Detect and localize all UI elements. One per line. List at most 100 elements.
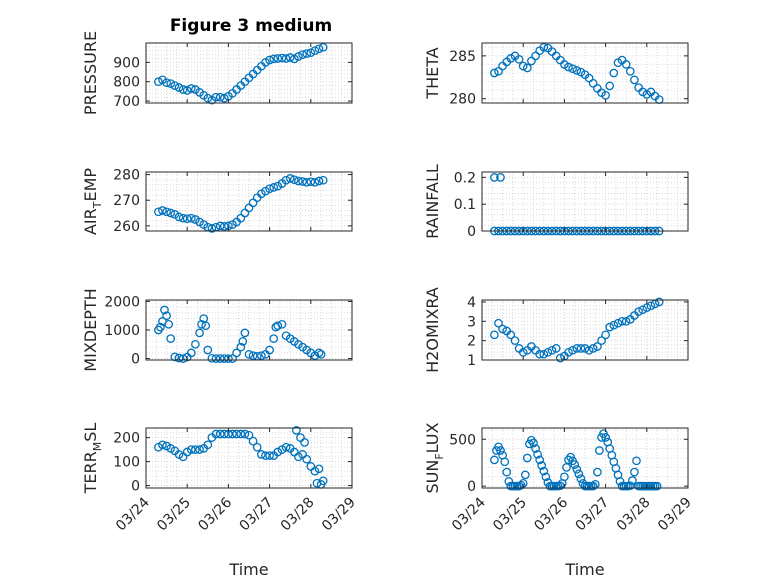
data-point [236, 429, 246, 439]
data-point [195, 328, 204, 338]
data-point [207, 224, 217, 233]
data-point [244, 349, 254, 359]
data-point [537, 461, 547, 470]
data-point [588, 481, 598, 491]
data-point [178, 85, 188, 94]
x-tick-label: 03/26 [531, 494, 571, 534]
data-point [605, 81, 615, 91]
data-point [314, 44, 324, 54]
data-point [219, 93, 229, 103]
data-point [531, 444, 540, 453]
data-point [496, 446, 505, 455]
y-tick-label: 1 [467, 353, 476, 369]
data-point [318, 42, 328, 52]
y-axis-label: THETA [423, 47, 442, 99]
data-point [277, 319, 287, 329]
data-point [257, 450, 266, 459]
series [154, 42, 328, 105]
data-point [298, 177, 307, 186]
data-point [215, 92, 225, 102]
subplot-grid: 700 800 900 PRESSURE 280 285 THETA 260 270 280 AIR… [81, 31, 695, 579]
axes-box [481, 427, 689, 489]
x-tick-label: 03/26 [195, 494, 235, 534]
data-point [625, 66, 635, 76]
data-point [294, 52, 303, 61]
y-tick-label: 500 [449, 432, 476, 448]
data-point [593, 467, 602, 477]
data-point [158, 206, 167, 215]
data-point [195, 445, 204, 454]
data-point [601, 330, 610, 340]
data-point [588, 344, 598, 353]
data-point [560, 472, 569, 482]
data-point [294, 176, 303, 186]
data-point [516, 480, 526, 490]
data-point [170, 81, 180, 90]
data-point [191, 339, 200, 349]
data-point [588, 78, 598, 88]
data-point [490, 68, 499, 78]
data-point [207, 353, 217, 363]
y-tick-label: 2 [467, 334, 476, 350]
y-axis-label: PRESSURE [81, 31, 100, 115]
data-point [609, 320, 619, 330]
data-point [269, 54, 279, 64]
data-point [174, 353, 184, 363]
data-point [215, 354, 225, 363]
data-point [490, 330, 499, 340]
data-point [490, 173, 499, 182]
y-tick-label: 100 [113, 455, 140, 471]
data-point [211, 354, 221, 363]
y-tick-label: 700 [113, 94, 140, 110]
y-tick-label: 1000 [104, 323, 140, 339]
data-point [539, 42, 549, 52]
data-point [535, 455, 545, 465]
data-point [273, 447, 283, 457]
data-point [211, 429, 221, 439]
data-point [203, 93, 213, 103]
data-point [186, 348, 196, 358]
y-tick-label: 0.1 [454, 197, 476, 213]
data-point [564, 62, 573, 72]
data-point [211, 92, 221, 102]
x-tick-label: 03/24 [113, 494, 153, 534]
data-point [215, 429, 225, 439]
data-point [568, 64, 577, 74]
data-point [496, 173, 505, 182]
subplot-terr-msl: 0 100 200 03/24 03/25 03/26 03/27 03/28 03/29 TER… [81, 423, 359, 579]
axes-box [145, 427, 353, 489]
data-point [654, 297, 664, 307]
data-point [154, 207, 163, 217]
y-tick-label: 285 [449, 49, 476, 65]
data-point [182, 86, 192, 95]
data-point [273, 321, 283, 331]
x-tick-label: 03/24 [449, 494, 489, 534]
data-point [302, 49, 312, 58]
data-point [310, 46, 320, 56]
data-point [219, 429, 229, 439]
data-point [298, 50, 307, 59]
data-point [613, 318, 623, 328]
data-point [224, 354, 233, 363]
data-point [302, 177, 312, 187]
data-point [625, 481, 635, 491]
axes-box [145, 42, 353, 104]
subplot-sun-flux: 0 500 03/24 03/25 03/26 03/27 03/28 03/29 SUNFLU… [423, 422, 695, 579]
data-point [182, 214, 192, 224]
x-tick-label: 03/27 [237, 495, 277, 535]
x-tick-label: 03/28 [614, 495, 654, 535]
data-point [294, 452, 303, 462]
y-axis-label: SUNFLUX [423, 422, 446, 493]
data-point [527, 56, 536, 66]
data-point [285, 174, 295, 183]
y-tick-label: 2000 [104, 294, 140, 310]
data-point [162, 207, 171, 217]
data-point [551, 344, 561, 353]
data-point [494, 66, 503, 76]
data-point [574, 469, 584, 479]
data-point [269, 334, 279, 343]
data-point [520, 470, 530, 480]
data-point [541, 472, 551, 482]
x-axis-label: Time [564, 560, 604, 579]
data-point [609, 68, 619, 78]
